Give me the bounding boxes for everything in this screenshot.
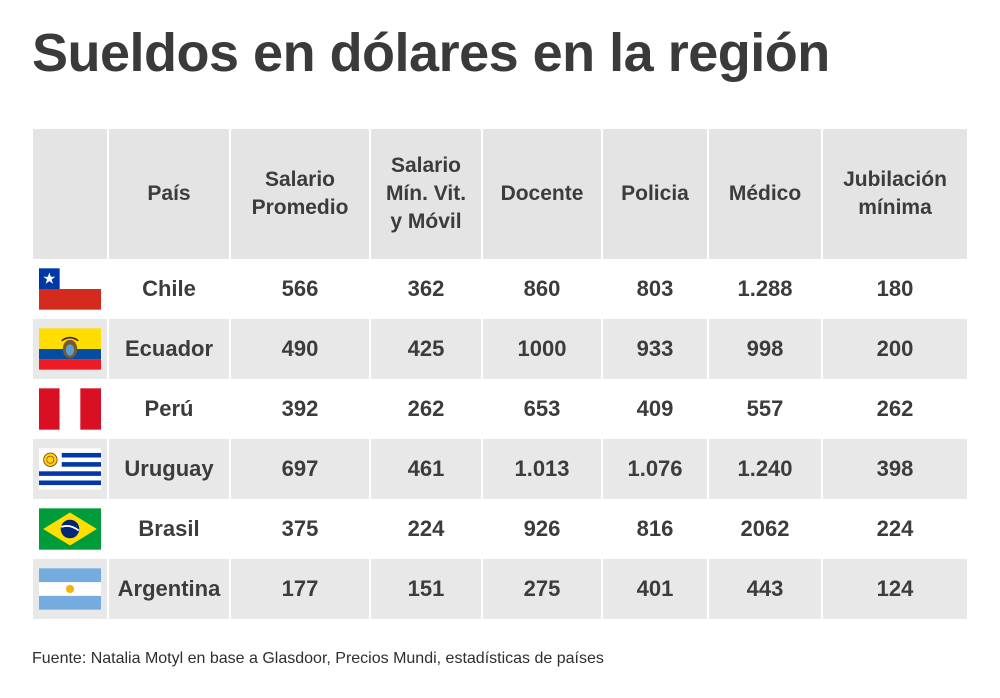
argentina-flag-icon <box>39 568 101 610</box>
country-name: Chile <box>109 259 229 319</box>
docente-cell: 275 <box>483 559 601 619</box>
source-note: Fuente: Natalia Motyl en base a Glasdoor… <box>32 650 604 667</box>
table-row: Chile 566 362 860 803 1.288 180 <box>33 259 967 319</box>
brazil-flag-icon <box>39 508 101 550</box>
table-row: Brasil 375 224 926 816 2062 224 <box>33 499 967 559</box>
medico-cell: 2062 <box>709 499 821 559</box>
policia-cell: 1.076 <box>603 439 707 499</box>
salario-minimo-cell: 262 <box>371 379 481 439</box>
jubilacion-cell: 200 <box>823 319 967 379</box>
country-name: Perú <box>109 379 229 439</box>
peru-flag-icon <box>39 388 101 430</box>
ecuador-flag-icon <box>39 328 101 370</box>
jubilacion-cell: 262 <box>823 379 967 439</box>
policia-cell: 816 <box>603 499 707 559</box>
policia-cell: 401 <box>603 559 707 619</box>
column-header-jubilacion-minima: Jubilación mínima <box>823 129 967 259</box>
country-name: Ecuador <box>109 319 229 379</box>
flag-cell <box>33 259 107 319</box>
table-header-row: País Salario Promedio Salario Mín. Vit. … <box>33 129 967 259</box>
page-title: Sueldos en dólares en la región <box>32 23 830 83</box>
flag-cell <box>33 379 107 439</box>
flag-cell <box>33 439 107 499</box>
jubilacion-cell: 224 <box>823 499 967 559</box>
policia-cell: 933 <box>603 319 707 379</box>
country-name: Uruguay <box>109 439 229 499</box>
salario-promedio-cell: 375 <box>231 499 369 559</box>
table-row: Argentina 177 151 275 401 443 124 <box>33 559 967 619</box>
column-header-salario-minimo: Salario Mín. Vit. y Móvil <box>371 129 481 259</box>
medico-cell: 557 <box>709 379 821 439</box>
salario-minimo-cell: 224 <box>371 499 481 559</box>
jubilacion-cell: 124 <box>823 559 967 619</box>
salario-minimo-cell: 425 <box>371 319 481 379</box>
medico-cell: 1.240 <box>709 439 821 499</box>
salario-promedio-cell: 392 <box>231 379 369 439</box>
jubilacion-cell: 398 <box>823 439 967 499</box>
salario-minimo-cell: 362 <box>371 259 481 319</box>
salario-minimo-cell: 151 <box>371 559 481 619</box>
column-header-medico: Médico <box>709 129 821 259</box>
column-header-docente: Docente <box>483 129 601 259</box>
salary-table: País Salario Promedio Salario Mín. Vit. … <box>31 129 969 619</box>
docente-cell: 860 <box>483 259 601 319</box>
docente-cell: 926 <box>483 499 601 559</box>
uruguay-flag-icon <box>39 448 101 490</box>
country-name: Brasil <box>109 499 229 559</box>
flag-cell <box>33 499 107 559</box>
column-header-pais: País <box>109 129 229 259</box>
salario-promedio-cell: 566 <box>231 259 369 319</box>
medico-cell: 998 <box>709 319 821 379</box>
table-row: Perú 392 262 653 409 557 262 <box>33 379 967 439</box>
docente-cell: 653 <box>483 379 601 439</box>
medico-cell: 1.288 <box>709 259 821 319</box>
column-header-flag <box>33 129 107 259</box>
salario-promedio-cell: 490 <box>231 319 369 379</box>
medico-cell: 443 <box>709 559 821 619</box>
salario-promedio-cell: 697 <box>231 439 369 499</box>
policia-cell: 409 <box>603 379 707 439</box>
salario-promedio-cell: 177 <box>231 559 369 619</box>
docente-cell: 1.013 <box>483 439 601 499</box>
column-header-salario-promedio: Salario Promedio <box>231 129 369 259</box>
table-row: Ecuador 490 425 1000 933 998 200 <box>33 319 967 379</box>
policia-cell: 803 <box>603 259 707 319</box>
flag-cell <box>33 319 107 379</box>
flag-cell <box>33 559 107 619</box>
salario-minimo-cell: 461 <box>371 439 481 499</box>
country-name: Argentina <box>109 559 229 619</box>
docente-cell: 1000 <box>483 319 601 379</box>
column-header-policia: Policia <box>603 129 707 259</box>
jubilacion-cell: 180 <box>823 259 967 319</box>
chile-flag-icon <box>39 268 101 310</box>
table-row: Uruguay 697 461 1.013 1.076 1.240 398 <box>33 439 967 499</box>
